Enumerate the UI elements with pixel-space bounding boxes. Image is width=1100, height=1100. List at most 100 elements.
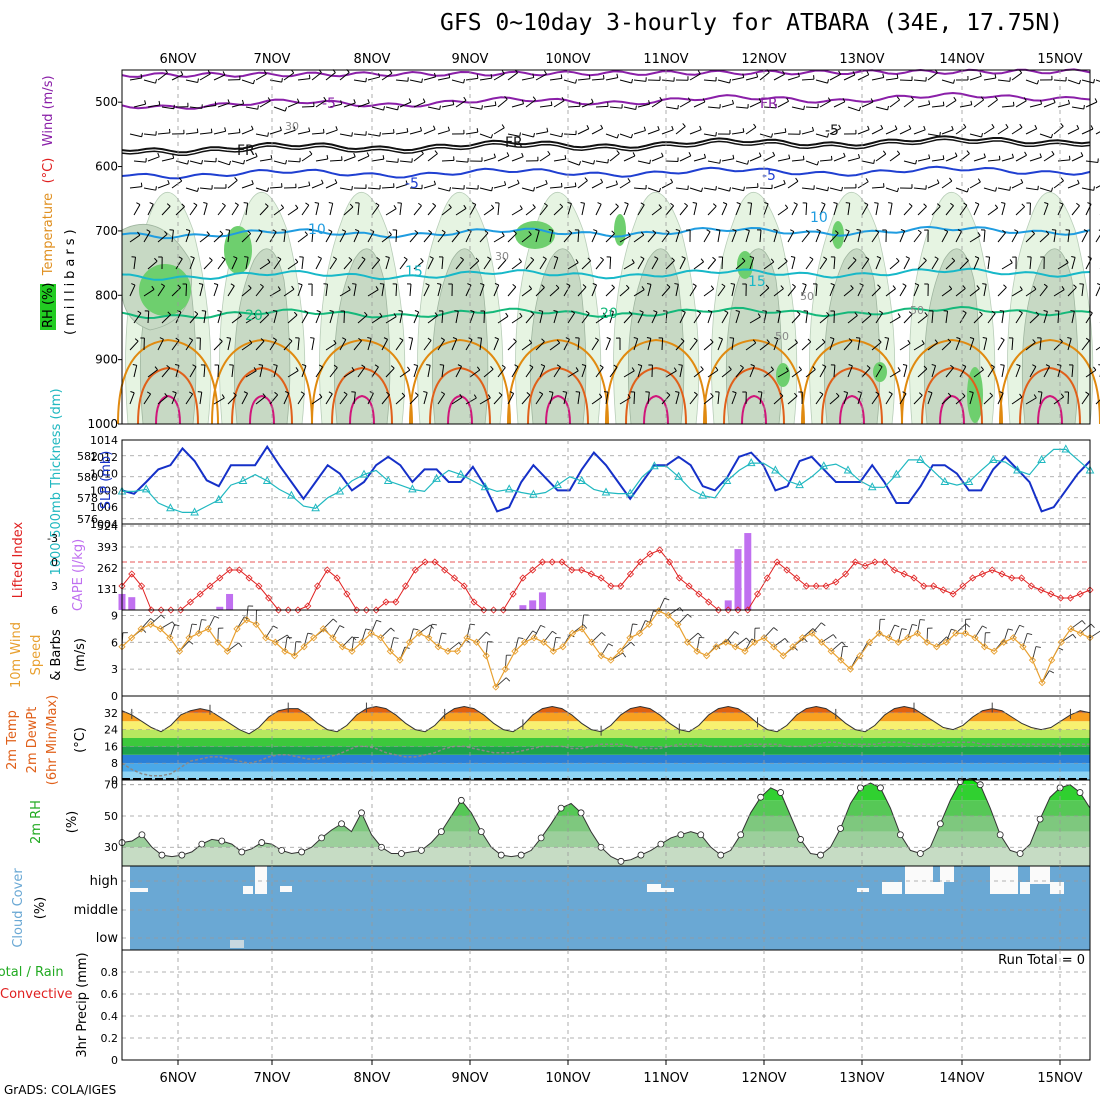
date-label-bottom: 12NOV — [741, 1071, 786, 1086]
wind-barb-flag — [1059, 338, 1063, 342]
wind-speed-marker — [587, 638, 596, 646]
wind-speed-marker — [597, 652, 605, 660]
lifted-marker — [988, 566, 996, 574]
cloud-clear-cell — [932, 882, 944, 894]
wind-barb-flag — [732, 390, 737, 394]
wind-barb-flag — [729, 78, 731, 84]
wind-barb — [983, 338, 988, 351]
wind-barb — [343, 310, 346, 324]
wind-barb — [553, 100, 565, 108]
lifted-marker — [206, 582, 214, 590]
wind-barb — [1053, 396, 1064, 405]
wind-barb-flag — [264, 203, 269, 207]
lifted-marker — [861, 562, 869, 570]
wind-barb-flag — [912, 623, 918, 627]
wind-barb-flag — [406, 127, 409, 133]
rh-yunit: (%) — [65, 811, 80, 834]
cloud-yunit-text: (%) — [33, 897, 48, 920]
wind-barb-flag — [974, 256, 979, 259]
wind-barb — [339, 394, 348, 405]
wind-barb — [549, 230, 554, 243]
wind-speed-marker — [750, 638, 759, 646]
wind-barb-flag — [798, 366, 802, 371]
wind-barb-flag — [333, 364, 338, 368]
lifted-marker — [969, 574, 977, 582]
isotherm-loop — [447, 394, 473, 425]
wind-barb — [451, 187, 464, 190]
wind-barb-flag — [1033, 394, 1037, 399]
wind-barb-flag — [1024, 151, 1027, 156]
date-label-bottom: 14NOV — [939, 1071, 984, 1086]
wind-barb — [735, 260, 746, 270]
wind-barb — [437, 339, 445, 351]
wind-barb-flag — [908, 125, 912, 130]
lifted-marker — [411, 566, 419, 574]
wind-barb-flag — [732, 228, 737, 232]
thickness-marker — [650, 461, 659, 470]
wind-barb — [1001, 311, 1005, 324]
wind-barb-flag — [498, 392, 503, 396]
cape-bar — [226, 593, 234, 610]
wind-barb — [1011, 182, 1024, 189]
wind-speed-marker — [262, 634, 270, 642]
wind-barb — [325, 231, 333, 243]
wind-barb-flag — [194, 310, 199, 315]
wind-barb-flag — [137, 231, 141, 236]
wind-barb-flag — [969, 390, 974, 393]
wind-barb-flag — [351, 132, 353, 137]
wind-barb — [521, 288, 532, 297]
wind-barb-flag — [821, 338, 826, 343]
wind-barb-flag — [740, 364, 744, 369]
wind-barb-flag — [562, 391, 567, 393]
wind-barb — [423, 128, 436, 135]
rh-marker — [637, 851, 645, 859]
wind-barb-flag — [652, 229, 657, 234]
wind-barb-flag — [382, 155, 385, 160]
wind-barb — [371, 259, 381, 270]
date-label-top: 9NOV — [452, 52, 489, 67]
wind-barb-flag — [640, 231, 645, 236]
wind-barb — [255, 73, 267, 81]
wind-barb-flag — [627, 394, 631, 399]
wind-barb — [577, 338, 580, 351]
wind-barb — [301, 365, 307, 378]
wind-barb-flag — [227, 99, 230, 104]
wind-barb — [451, 232, 460, 243]
wind-barb-flag — [208, 257, 213, 261]
upper-wind-barbs — [129, 69, 1100, 405]
wind-barb — [245, 316, 257, 324]
wind-barb — [777, 207, 789, 216]
contour-label: -5 — [762, 168, 776, 184]
wind-barb — [497, 367, 506, 378]
wind-speed-marker — [281, 647, 289, 655]
wind-barb — [693, 157, 706, 162]
wind-barb-flag — [187, 160, 190, 165]
wind-barb — [175, 258, 183, 270]
wind-barb-flag — [513, 338, 517, 342]
thickness-marker — [916, 454, 925, 463]
lifted-marker — [1008, 574, 1016, 582]
date-label-top: 11NOV — [643, 52, 688, 67]
wind-speed-marker — [252, 620, 260, 628]
wind-barb — [661, 129, 674, 135]
wind-speed-marker — [789, 643, 797, 651]
wind-barb-flag — [923, 203, 927, 207]
wind-barb — [987, 99, 998, 108]
wind-barb — [227, 338, 232, 351]
wind-barb — [1025, 397, 1037, 405]
lifted-marker — [157, 606, 165, 614]
wind-barb — [1095, 285, 1100, 297]
wind-barb — [997, 127, 1009, 135]
wind-barb-flag — [166, 203, 171, 207]
wind-barb-flag — [178, 256, 183, 260]
wind-barb-flag — [144, 100, 147, 105]
wind-barb — [1081, 340, 1090, 351]
wind-barb — [889, 99, 900, 108]
wind-barb — [437, 130, 450, 135]
wind-barb-flag — [957, 229, 962, 232]
wind-tick-label: 6 — [111, 636, 118, 649]
wind-barb — [241, 128, 254, 135]
wind-barb-flag — [376, 619, 382, 623]
wind-barb — [311, 338, 315, 351]
wind-barb-flag — [512, 283, 517, 288]
